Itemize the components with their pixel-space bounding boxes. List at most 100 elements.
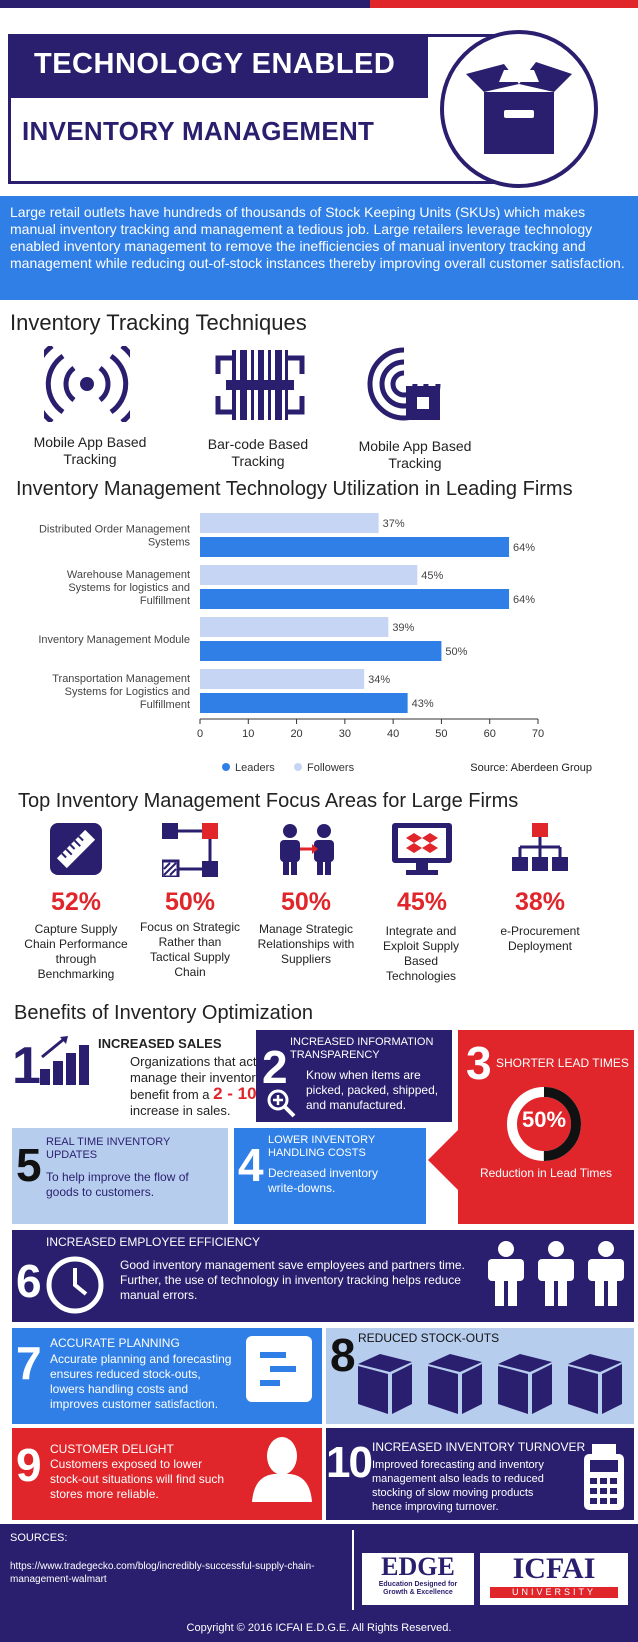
benefit-10-number: 10	[326, 1438, 373, 1487]
wireless-signal-icon	[44, 346, 130, 422]
chart-title: Inventory Management Technology Utilizat…	[16, 478, 573, 500]
legend-leaders-label: Leaders	[235, 762, 275, 774]
benefit-10-line: hence improving turnover.	[372, 1501, 499, 1513]
planning-board-icon	[246, 1336, 312, 1402]
benefit-5-title-line: UPDATES	[46, 1149, 98, 1161]
benefit-9-number: 9	[16, 1439, 42, 1491]
donut-fill	[507, 1087, 581, 1161]
category-label: Warehouse Management	[67, 569, 190, 581]
bar-leaders	[200, 537, 510, 557]
benefit-2-title: INCREASED INFORMATION TRANSPARENCY	[290, 1036, 433, 1062]
focus-3-pct: 50%	[280, 888, 332, 916]
scanner-icon	[584, 1444, 624, 1510]
workflow-icon	[162, 823, 218, 877]
benefit-6-line: manual errors.	[120, 1288, 198, 1302]
benefit-5-line: To help improve the flow of	[46, 1170, 189, 1184]
benefit-6-card	[12, 1230, 634, 1322]
focus-2-line: Rather than	[158, 935, 222, 949]
legend-leaders-swatch	[222, 763, 230, 771]
benefit-6-number: 6	[16, 1255, 42, 1307]
benefit-2-line: Know when items are	[306, 1068, 421, 1082]
focus-5-line: e-Procurement	[500, 924, 580, 938]
x-tick-label: 70	[532, 728, 544, 740]
tracking-item-2-line2: Tracking	[231, 453, 285, 469]
barcode-icon	[215, 350, 305, 420]
box-icon	[466, 62, 572, 154]
bar-followers	[200, 513, 379, 533]
benefit-3-arrow	[428, 1128, 460, 1192]
header-title-line2: INVENTORY MANAGEMENT	[22, 116, 375, 146]
benefit-6-title: INCREASED EMPLOYEE EFFICIENCY	[46, 1235, 261, 1249]
benefit-10-line: management also leads to reduced	[372, 1473, 544, 1485]
benefit-6-line: Further, the use of technology in invent…	[120, 1273, 461, 1287]
benefit-8-number: 8	[330, 1329, 356, 1381]
benefit-9-title: CUSTOMER DELIGHT	[50, 1442, 174, 1456]
benefit-5-card	[12, 1128, 228, 1224]
icfai-logo: ICFAI UNIVERSITY	[480, 1553, 628, 1605]
focus-1-line: Capture Supply	[34, 922, 118, 936]
tracking-item-3: Mobile App Based Tracking	[335, 438, 495, 472]
benefit-3-number: 3	[466, 1037, 492, 1089]
edge-logo-text: EDGE	[381, 1552, 455, 1581]
benefit-5-line: goods to customers.	[46, 1185, 155, 1199]
category-label: Fulfillment	[140, 595, 190, 607]
category-label: Inventory Management Module	[38, 634, 190, 646]
benefit-2-line: and manufactured.	[306, 1098, 407, 1112]
x-tick-label: 30	[339, 728, 351, 740]
category-label: Fulfillment	[140, 699, 190, 711]
benefit-1-tail: increase in sales.	[130, 1103, 231, 1118]
category-label: Systems for Logistics and	[65, 686, 190, 698]
benefit-4-line: Decreased inventory	[268, 1166, 379, 1180]
benefit-10-line: Improved forecasting and inventory	[372, 1459, 544, 1471]
legend-followers-label: Followers	[307, 762, 355, 774]
focus-4-line: Based	[403, 954, 439, 968]
benefit-3-title: SHORTER LEAD TIMES	[496, 1056, 629, 1070]
org-chart-icon	[512, 823, 568, 871]
focus-3-line: Suppliers	[280, 952, 332, 966]
focus-2-line: Focus on Strategic	[139, 920, 241, 934]
category-label: Distributed Order Management	[39, 524, 190, 536]
source-line[interactable]: management-walmart	[10, 1574, 107, 1585]
benefit-10-title: INCREASED INVENTORY TURNOVER	[372, 1440, 586, 1454]
benefit-10-text: Improved forecasting and inventory manag…	[372, 1458, 544, 1514]
sources-label: SOURCES:	[10, 1532, 68, 1544]
footer-divider	[352, 1530, 354, 1610]
benefit-1-title: INCREASED SALES	[98, 1036, 222, 1051]
source-line[interactable]: https://www.tradegecko.com/blog/incredib…	[10, 1561, 315, 1572]
focus-3-line: Manage Strategic	[258, 922, 354, 936]
tracking-title: Inventory Tracking Techniques	[10, 310, 307, 335]
header-circle	[440, 30, 598, 188]
utilization-bar-chart: 37%64%Distributed Order ManagementSystem…	[38, 513, 592, 774]
sources-text: https://www.tradegecko.com/blog/incredib…	[10, 1560, 315, 1586]
focus-5-line: Deployment	[507, 939, 573, 953]
benefit-3-pct: 50%	[521, 1107, 567, 1132]
intro-text: Large retail outlets have hundreds of th…	[0, 196, 638, 300]
benefit-9-card	[12, 1428, 322, 1520]
benefit-9-line: stock-out situations will find such	[50, 1472, 225, 1486]
benefit-2-number: 2	[262, 1041, 288, 1093]
benefit-2-text: Know when items are picked, packed, ship…	[306, 1068, 438, 1113]
focus-2-pct: 50%	[164, 888, 216, 916]
edge-tagline-line: Education Designed for	[378, 1581, 458, 1588]
growth-chart-icon	[40, 1036, 89, 1085]
x-tick-label: 40	[387, 728, 399, 740]
header-title-line1: TECHNOLOGY ENABLED	[8, 34, 428, 98]
x-tick-label: 60	[484, 728, 496, 740]
x-tick-label: 20	[290, 728, 302, 740]
x-tick-label: 50	[435, 728, 447, 740]
tracking-item-2: Bar-code Based Tracking	[178, 436, 338, 470]
benefit-3-card	[458, 1030, 634, 1224]
icfai-logo-sub: UNIVERSITY	[490, 1587, 618, 1598]
focus-3-line: Relationships with	[257, 937, 355, 951]
benefit-1-number: 1	[12, 1037, 41, 1095]
benefit-7-title: ACCURATE PLANNING	[50, 1336, 180, 1350]
focus-4-line: Exploit Supply	[382, 939, 460, 953]
customer-icon	[252, 1437, 312, 1502]
benefit-1-line: Organizations that actively	[130, 1054, 283, 1069]
benefit-6-line: Good inventory management save employees…	[120, 1258, 465, 1272]
benefit-6-text: Good inventory management save employees…	[120, 1258, 465, 1303]
benefit-7-line: Accurate planning and forecasting	[50, 1352, 232, 1366]
benefit-4-text: Decreased inventory write-downs.	[268, 1166, 378, 1196]
tracking-item-3-line1: Mobile App Based	[358, 438, 472, 454]
employees-icon	[488, 1241, 624, 1306]
